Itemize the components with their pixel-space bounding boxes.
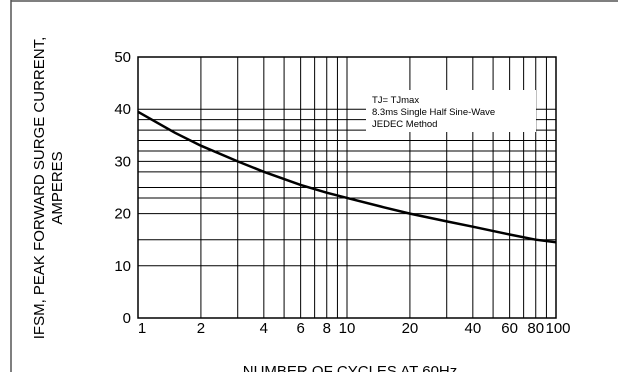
y-tick-label-2: 20 [114, 206, 131, 223]
y-axis-title-line-1: IFSM, PEAK FORWARD SURGE CURRENT, [31, 37, 48, 340]
x-tick-label-3: 6 [296, 320, 304, 337]
x-tick-label-0: 1 [138, 320, 146, 337]
x-tick-label-4: 8 [323, 320, 331, 337]
x-tick-label-7: 40 [464, 320, 481, 337]
x-tick-label-6: 20 [402, 320, 419, 337]
series-line [137, 110, 557, 244]
y-tick-label-1: 10 [114, 258, 131, 275]
x-tick-label-5: 10 [339, 320, 356, 337]
x-tick-label-10: 100 [545, 320, 570, 337]
y-tick-label-4: 40 [114, 101, 131, 118]
x-tick-label-2: 4 [260, 320, 268, 337]
x-axis-title: NUMBER OF CYCLES AT 60Hz [243, 363, 458, 372]
x-tick-label-8: 60 [501, 320, 518, 337]
x-tick-labels: 1 2 4 6 8 10 20 40 60 80 100 [138, 320, 571, 337]
x-tick-label-9: 80 [527, 320, 544, 337]
plot-area-border [137, 56, 557, 319]
x-tick-label-1: 2 [197, 320, 205, 337]
annotation-line-2: 8.3ms Single Half Sine-Wave [372, 107, 495, 118]
annotation-line-3: JEDEC Method [372, 119, 437, 130]
annotation-box [366, 90, 536, 132]
y-tick-label-0: 0 [123, 310, 131, 327]
y-tick-label-3: 30 [114, 153, 131, 170]
y-tick-label-5: 50 [114, 49, 131, 66]
y-tick-labels: 0 10 20 30 40 50 [114, 49, 131, 327]
annotation-line-1: TJ= TJmax [372, 95, 419, 106]
y-axis-title-line-2: AMPERES [49, 151, 66, 224]
